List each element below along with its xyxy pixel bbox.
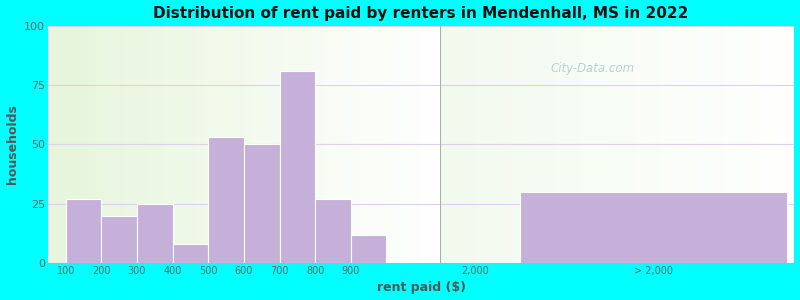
Bar: [224, 26, 234, 263]
Bar: [706, 26, 714, 263]
Bar: [670, 26, 679, 263]
Bar: [263, 26, 274, 263]
Bar: [529, 26, 538, 263]
Bar: [768, 26, 777, 263]
Bar: [87, 26, 97, 263]
Bar: [342, 26, 352, 263]
Bar: [283, 26, 293, 263]
Bar: [214, 26, 224, 263]
Bar: [146, 26, 156, 263]
Bar: [313, 26, 322, 263]
Bar: [520, 192, 787, 263]
Bar: [136, 26, 146, 263]
Bar: [777, 26, 786, 263]
Bar: [58, 26, 67, 263]
Bar: [449, 26, 458, 263]
Bar: [564, 26, 573, 263]
Bar: [420, 26, 430, 263]
Bar: [750, 26, 759, 263]
Bar: [493, 26, 502, 263]
Bar: [573, 26, 582, 263]
Bar: [502, 26, 510, 263]
Text: City-Data.com: City-Data.com: [551, 62, 635, 75]
Bar: [208, 137, 244, 263]
Bar: [546, 26, 555, 263]
Bar: [48, 26, 440, 263]
Bar: [97, 26, 106, 263]
Bar: [244, 26, 254, 263]
Bar: [195, 26, 205, 263]
Bar: [582, 26, 590, 263]
Bar: [381, 26, 391, 263]
Bar: [466, 26, 475, 263]
Bar: [688, 26, 697, 263]
Bar: [78, 26, 87, 263]
Bar: [538, 26, 546, 263]
Bar: [599, 26, 608, 263]
Bar: [697, 26, 706, 263]
Bar: [555, 26, 564, 263]
Bar: [106, 26, 117, 263]
Bar: [279, 71, 315, 263]
Bar: [510, 26, 520, 263]
Bar: [714, 26, 723, 263]
Bar: [458, 26, 466, 263]
Bar: [662, 26, 670, 263]
Bar: [137, 204, 173, 263]
Bar: [362, 26, 371, 263]
Y-axis label: households: households: [6, 105, 18, 184]
Bar: [759, 26, 768, 263]
Bar: [205, 26, 214, 263]
Bar: [302, 26, 313, 263]
Bar: [352, 26, 362, 263]
Bar: [679, 26, 688, 263]
Bar: [410, 26, 420, 263]
X-axis label: rent paid ($): rent paid ($): [377, 281, 466, 294]
Bar: [254, 26, 263, 263]
Bar: [117, 26, 126, 263]
Bar: [244, 145, 279, 263]
Bar: [635, 26, 644, 263]
Bar: [484, 26, 493, 263]
Bar: [173, 244, 208, 263]
Bar: [332, 26, 342, 263]
Bar: [742, 26, 750, 263]
Bar: [401, 26, 410, 263]
Bar: [653, 26, 662, 263]
Bar: [723, 26, 732, 263]
Bar: [274, 26, 283, 263]
Bar: [644, 26, 653, 263]
Bar: [126, 26, 136, 263]
Bar: [608, 26, 617, 263]
Bar: [430, 26, 440, 263]
Bar: [322, 26, 332, 263]
Bar: [48, 26, 58, 263]
Bar: [234, 26, 244, 263]
Bar: [67, 26, 78, 263]
Bar: [617, 26, 626, 263]
Bar: [156, 26, 166, 263]
Bar: [185, 26, 195, 263]
Bar: [732, 26, 742, 263]
Bar: [175, 26, 185, 263]
Title: Distribution of rent paid by renters in Mendenhall, MS in 2022: Distribution of rent paid by renters in …: [154, 6, 689, 21]
Bar: [166, 26, 175, 263]
Bar: [315, 199, 350, 263]
Bar: [371, 26, 381, 263]
Bar: [626, 26, 635, 263]
Bar: [102, 216, 137, 263]
Bar: [786, 26, 794, 263]
Bar: [590, 26, 599, 263]
Bar: [293, 26, 302, 263]
Bar: [440, 26, 794, 263]
Bar: [440, 26, 449, 263]
Bar: [520, 26, 529, 263]
Bar: [350, 235, 386, 263]
Bar: [475, 26, 484, 263]
Bar: [66, 199, 102, 263]
Bar: [391, 26, 401, 263]
